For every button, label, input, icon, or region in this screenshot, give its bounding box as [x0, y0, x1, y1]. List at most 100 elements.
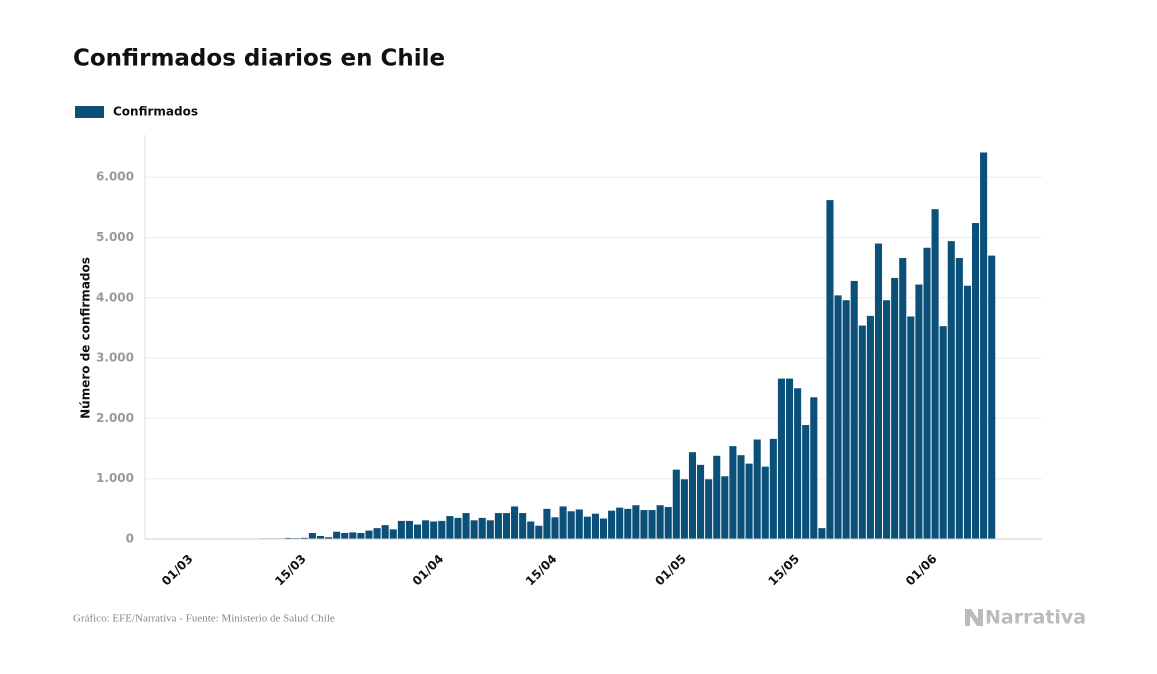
x-tick-label: 01/05 — [652, 552, 689, 589]
bar — [462, 513, 470, 539]
bar — [688, 452, 697, 539]
bar — [883, 300, 891, 539]
bar — [955, 258, 963, 539]
bar — [705, 479, 713, 539]
bar — [591, 513, 599, 539]
bar — [373, 528, 381, 539]
bar — [761, 466, 769, 539]
bar — [551, 517, 559, 539]
bar — [454, 517, 462, 539]
x-tick-label: 01/04 — [410, 552, 447, 589]
legend-swatch — [75, 106, 104, 118]
bar — [535, 525, 543, 539]
bar — [753, 439, 761, 539]
source: Gráfico: EFE/Narrativa - Fuente: Ministe… — [73, 613, 335, 625]
bar — [397, 520, 405, 539]
bar — [931, 209, 939, 539]
bar — [729, 446, 737, 539]
bar — [486, 520, 494, 539]
bar — [430, 521, 438, 539]
bar — [357, 532, 365, 539]
bar — [834, 295, 842, 539]
bar — [980, 152, 988, 539]
bar — [349, 532, 357, 539]
x-tick-label: 01/03 — [159, 552, 196, 589]
y-tick-label: 5.000 — [96, 230, 134, 244]
logo-icon — [965, 609, 983, 626]
bar — [422, 520, 430, 539]
bar — [818, 528, 826, 539]
bar — [899, 258, 907, 539]
bar — [413, 524, 422, 539]
bar — [341, 532, 349, 539]
y-axis-label: Número de confirmados — [79, 257, 93, 419]
logo: Narrativa — [985, 607, 1086, 629]
bar — [672, 469, 680, 539]
bar — [777, 378, 785, 539]
bar — [583, 516, 591, 539]
bar — [502, 513, 511, 539]
bar — [737, 455, 745, 539]
bar — [381, 525, 389, 539]
y-tick-label: 2.000 — [96, 411, 134, 425]
bar — [470, 520, 478, 539]
x-tick-label: 15/03 — [272, 552, 309, 589]
bar — [632, 505, 640, 539]
bar — [923, 247, 931, 539]
bar — [640, 510, 648, 539]
bar — [769, 438, 777, 539]
bar — [325, 537, 333, 539]
y-tick-label: 3.000 — [96, 351, 134, 365]
bar — [656, 505, 664, 539]
bar — [494, 513, 502, 539]
bar — [333, 531, 341, 539]
y-tick-label: 0 — [126, 532, 134, 546]
bar — [745, 463, 753, 539]
bar — [866, 315, 874, 539]
x-tick-label: 15/04 — [523, 552, 560, 589]
bar — [519, 513, 527, 539]
bar — [511, 506, 519, 539]
bar — [697, 464, 705, 539]
bar — [858, 325, 866, 539]
bar — [988, 255, 996, 539]
bar — [891, 277, 899, 539]
legend-label: Confirmados — [113, 105, 198, 119]
bar — [971, 223, 980, 539]
x-tick-label: 15/05 — [766, 552, 803, 589]
bar — [939, 326, 947, 539]
bar — [842, 300, 850, 539]
bar — [680, 479, 688, 539]
bar — [284, 537, 292, 539]
bar — [438, 520, 446, 539]
x-tick-label: 01/06 — [903, 552, 940, 589]
bar — [794, 388, 802, 539]
bar — [575, 509, 583, 539]
bar — [874, 243, 883, 540]
bar — [316, 535, 325, 539]
bar — [915, 284, 923, 539]
bar — [826, 200, 834, 540]
bar — [907, 316, 915, 539]
bar — [664, 507, 672, 539]
bar — [599, 518, 608, 539]
bar — [802, 425, 810, 539]
bar — [527, 521, 535, 539]
y-tick-label: 6.000 — [96, 170, 134, 184]
bar — [559, 506, 567, 539]
bar — [785, 378, 794, 539]
bar — [446, 516, 454, 539]
bar — [721, 476, 729, 539]
chart-title: Confirmados diarios en Chile — [73, 46, 445, 72]
bar — [308, 532, 316, 539]
bar — [405, 520, 413, 539]
bar — [616, 507, 624, 539]
bar — [850, 280, 858, 539]
bar — [713, 455, 721, 539]
bar — [810, 397, 818, 539]
bar — [947, 241, 955, 539]
bar — [543, 508, 551, 539]
bar — [567, 511, 575, 539]
bar — [389, 529, 397, 539]
